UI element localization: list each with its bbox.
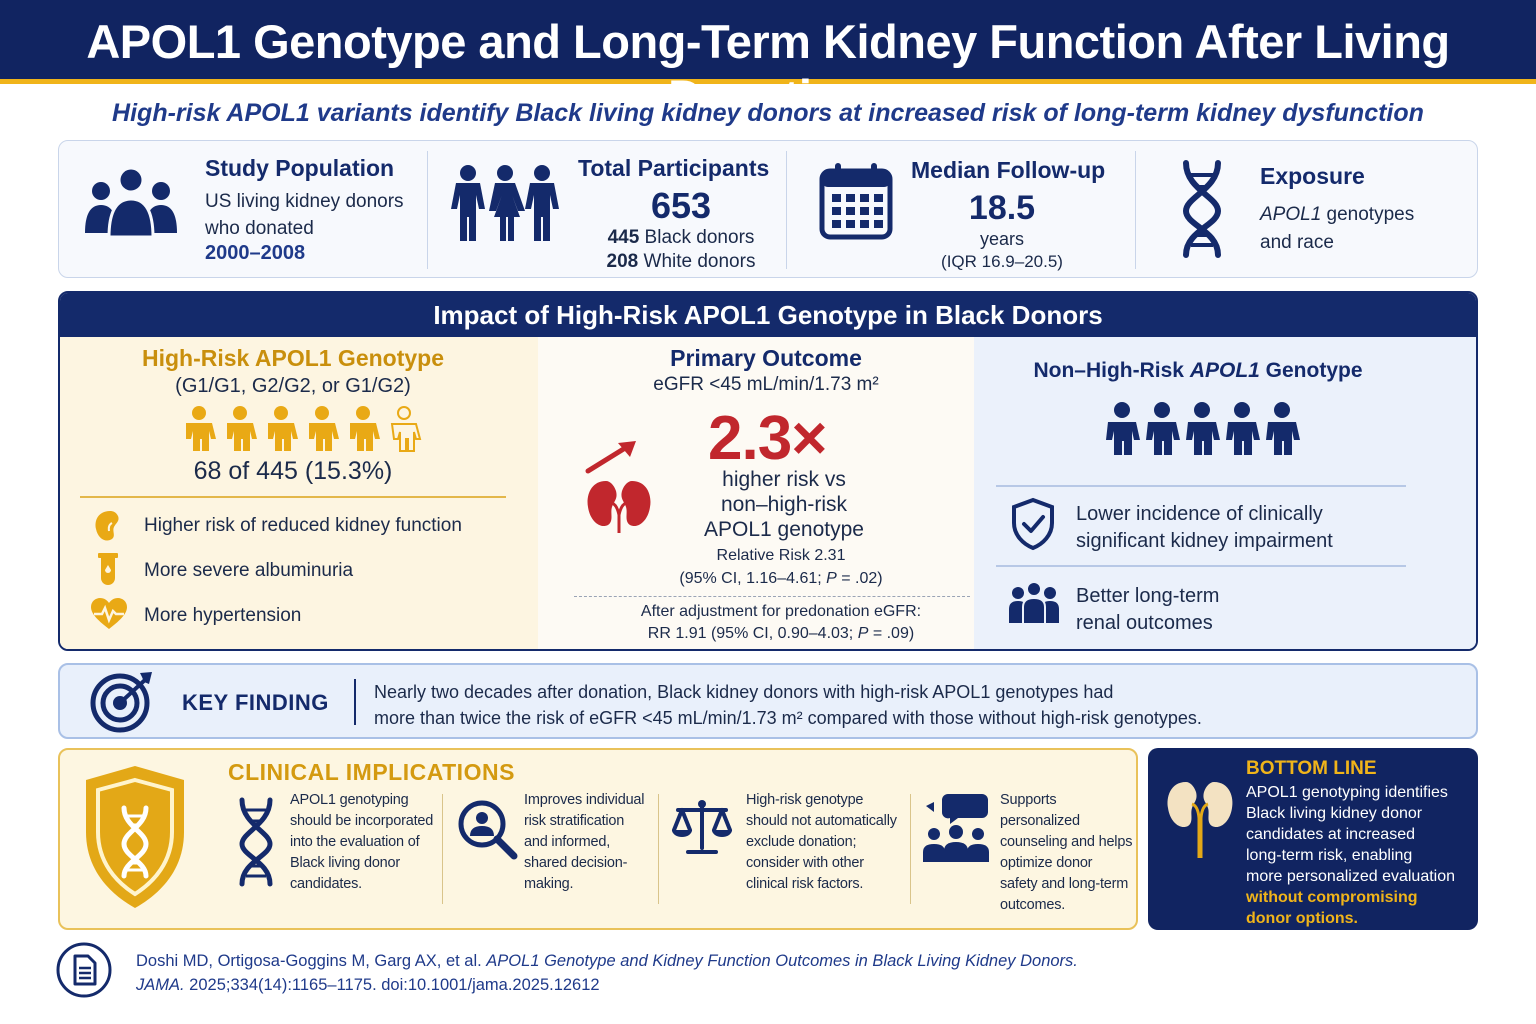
stat-value: 653 <box>650 185 712 226</box>
kidneys-icon <box>1167 782 1233 858</box>
document-icon <box>56 942 112 998</box>
divider <box>1135 151 1136 269</box>
bottom-line-title: BOTTOM LINE <box>1246 758 1377 779</box>
citation: Doshi MD, Ortigosa-Goggins M, Garg AX, e… <box>136 952 1078 994</box>
non-high-risk-title: Non–High-Risk APOL1 Genotype <box>1033 359 1363 382</box>
high-risk-item: More hypertension <box>144 605 302 626</box>
stat-iqr: (IQR 16.9–20.5) <box>941 252 1063 271</box>
divider <box>658 794 659 904</box>
clinical-item: High-risk genotype should not automatical… <box>746 792 897 892</box>
counseling-group-icon <box>923 794 989 862</box>
magnifier-person-icon <box>458 800 518 860</box>
dna-icon <box>1182 160 1222 258</box>
stat-total-participants: Total Participants 653 445 Black donors … <box>428 141 786 277</box>
stat-line: and race <box>1260 232 1334 253</box>
primary-measure: eGFR <45 mL/min/1.73 m² <box>653 374 879 395</box>
primary-outcome-column: Primary Outcome eGFR <45 mL/min/1.73 m² … <box>538 337 974 649</box>
non-high-risk-item: Better long-term renal outcomes <box>1076 585 1220 634</box>
high-risk-item: More severe albuminuria <box>144 560 354 581</box>
stat-unit: years <box>979 229 1024 249</box>
divider <box>996 565 1406 567</box>
stat-value: 18.5 <box>968 189 1036 227</box>
stat-line: who donated <box>205 218 314 239</box>
shield-dna-icon <box>86 766 184 908</box>
high-risk-title: High-Risk APOL1 Genotype <box>141 345 445 371</box>
divider <box>574 596 970 597</box>
non-high-risk-item: Lower incidence of clinically significan… <box>1076 503 1333 552</box>
divider <box>354 679 356 725</box>
primary-adjusted-rr: RR 1.91 (95% CI, 0.90–4.03; P = .09) <box>647 625 915 642</box>
three-people-icon <box>451 165 559 241</box>
clinical-implications-panel: CLINICAL IMPLICATIONS APOL1 genotyping sh… <box>58 748 1138 930</box>
balance-scale-icon <box>672 800 732 854</box>
stat-title: Median Follow-up <box>911 157 1106 183</box>
non-high-risk-column: Non–High-Risk APOL1 Genotype Lower incid… <box>974 337 1476 649</box>
stat-study-population: Study Population US living kidney donors… <box>59 141 427 277</box>
primary-desc: higher risk vs non–high-risk APOL1 genot… <box>704 468 864 541</box>
bottom-line-text: APOL1 genotyping identifies Black living… <box>1246 784 1456 927</box>
divider <box>786 151 787 269</box>
kidney-icon <box>95 511 119 541</box>
stat-line: APOL1 genotypes <box>1260 204 1415 225</box>
high-risk-count: 68 of 445 (15.3%) <box>193 457 393 485</box>
clinical-title: CLINICAL IMPLICATIONS <box>228 759 515 785</box>
clinical-item: APOL1 genotyping should be incorporated in… <box>290 792 434 892</box>
impact-panel: Impact of High-Risk APOL1 Genotype in Bl… <box>58 291 1478 651</box>
heart-pulse-icon <box>91 598 127 629</box>
primary-rr: Relative Risk 2.31 <box>716 547 846 564</box>
bottom-line-panel: BOTTOM LINE APOL1 genotyping identifies … <box>1148 748 1478 930</box>
calendar-icon <box>819 163 893 240</box>
stat-white-donors: 208 White donors <box>606 251 756 272</box>
divider <box>442 794 443 904</box>
group-icon <box>1009 581 1059 625</box>
target-icon <box>90 672 152 733</box>
five-people-icon <box>1106 402 1300 455</box>
stat-years: 2000–2008 <box>205 242 306 264</box>
stat-median-followup: Median Follow-up 18.5 years (IQR 16.9–20… <box>787 141 1135 277</box>
divider <box>996 485 1406 487</box>
people-ratio-icon <box>186 406 422 452</box>
stat-title: Study Population <box>205 155 395 181</box>
stat-black-donors: 445 Black donors <box>607 227 755 248</box>
people-group-icon <box>85 166 177 239</box>
page-title: APOL1 Genotype and Long-Term Kidney Func… <box>86 15 1450 123</box>
primary-ci: (95% CI, 1.16–4.61; P = .02) <box>679 570 883 587</box>
stat-line: US living kidney donors <box>205 191 404 212</box>
stat-exposure: Exposure APOL1 genotypes and race <box>1136 141 1478 277</box>
divider <box>427 151 428 269</box>
clinical-item: Supports personalized counseling and help… <box>1000 792 1133 913</box>
page-subtitle: High-risk APOL1 variants identify Black … <box>112 99 1424 127</box>
header-banner: APOL1 Genotype and Long-Term Kidney Func… <box>0 0 1536 123</box>
impact-heading: Impact of High-Risk APOL1 Genotype in Bl… <box>60 293 1476 337</box>
divider <box>910 794 911 904</box>
primary-big-value: 2.3× <box>708 404 827 473</box>
key-finding-panel: KEY FINDING Nearly two decades after don… <box>58 663 1478 739</box>
test-tube-icon <box>98 553 118 585</box>
kidney-up-arrow-icon <box>585 441 651 533</box>
high-risk-item: Higher risk of reduced kidney function <box>144 515 462 536</box>
stat-title: Total Participants <box>578 155 770 181</box>
primary-adjusted: After adjustment for predonation eGFR: <box>640 603 922 620</box>
stats-row: Study Population US living kidney donors… <box>58 140 1478 278</box>
shield-check-icon <box>1012 497 1054 551</box>
key-finding-label: KEY FINDING <box>182 690 329 715</box>
high-risk-column: High-Risk APOL1 Genotype (G1/G1, G2/G2, … <box>60 337 538 649</box>
stat-title: Exposure <box>1260 163 1365 189</box>
primary-title: Primary Outcome <box>670 345 862 371</box>
divider <box>80 496 506 498</box>
key-finding-text: Nearly two decades after donation, Black… <box>374 682 1202 728</box>
dna-icon <box>239 797 273 887</box>
clinical-item: Improves individual risk stratification an… <box>524 792 645 892</box>
high-risk-genotypes: (G1/G1, G2/G2, or G1/G2) <box>175 375 411 397</box>
